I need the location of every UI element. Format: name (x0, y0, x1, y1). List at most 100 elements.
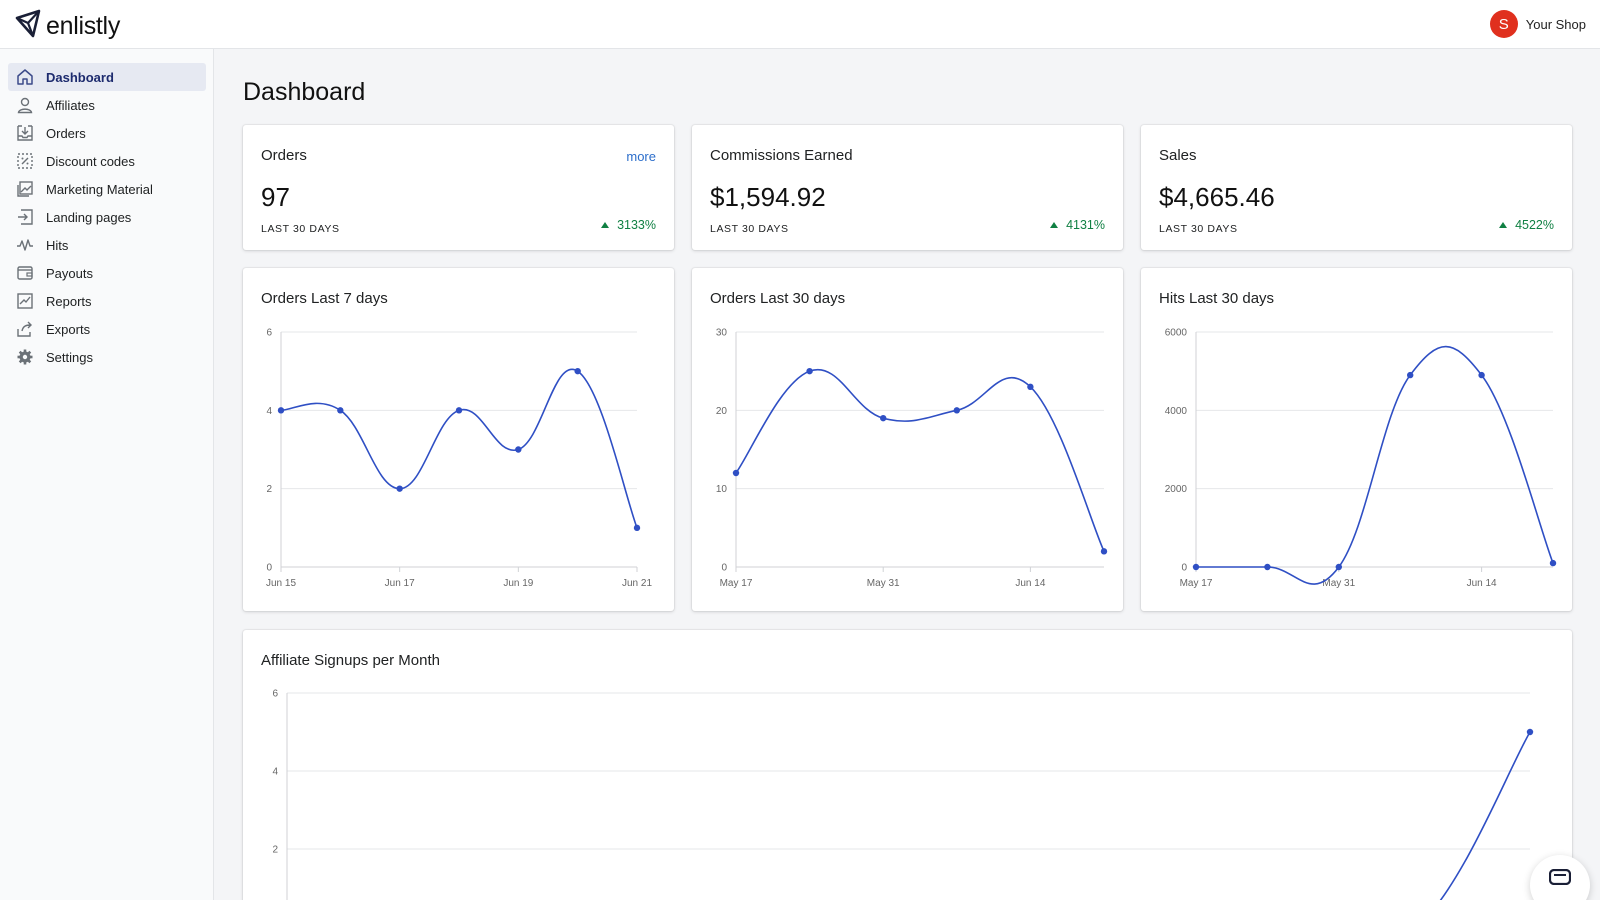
page-title: Dashboard (243, 78, 366, 106)
y-tick-label: 6 (266, 328, 272, 339)
sidebar-item-orders[interactable]: Orders (8, 119, 206, 147)
x-tick-label: Jun 17 (385, 578, 415, 589)
sales-stat-card: Sales $4,665.46 LAST 30 DAYS 4522% (1141, 125, 1572, 250)
sidebar-item-payouts[interactable]: Payouts (8, 259, 206, 287)
sidebar-item-marketing-material[interactable]: Marketing Material (8, 175, 206, 203)
image-icon (15, 179, 35, 199)
x-tick-label: May 17 (1180, 578, 1213, 589)
stat-period: LAST 30 DAYS (261, 223, 340, 235)
sidebar-item-label: Landing pages (46, 209, 132, 225)
commissions-stat-card: Commissions Earned $1,594.92 LAST 30 DAY… (692, 125, 1123, 250)
stat-value: $4,665.46 (1159, 182, 1275, 212)
card-title: Commissions Earned (710, 147, 853, 164)
sidebar-item-label: Exports (46, 321, 91, 337)
data-point[interactable] (337, 407, 344, 414)
y-tick-label: 0 (266, 563, 272, 574)
data-point[interactable] (880, 414, 887, 422)
sidebar-item-landing-pages[interactable]: Landing pages (8, 203, 206, 231)
chart-title: Hits Last 30 days (1159, 290, 1275, 307)
stat-change: 4131% (1050, 218, 1105, 232)
chat-button[interactable] (1530, 855, 1590, 900)
y-tick-label: 20 (716, 406, 728, 417)
card-title: Sales (1159, 147, 1197, 164)
sidebar-item-affiliates[interactable]: Affiliates (8, 91, 206, 119)
chart-title: Orders Last 7 days (261, 290, 388, 307)
x-tick-label: May 17 (720, 578, 753, 589)
top-bar: enlistly S Your Shop (0, 0, 1600, 49)
more-link[interactable]: more (626, 149, 656, 164)
y-tick-label: 30 (716, 328, 728, 339)
logo-icon (14, 9, 42, 44)
trend-up-icon (601, 222, 610, 228)
logo-text: enlistly (46, 12, 121, 40)
hits-30-days-card: Hits Last 30 days 0 2000 4000 6000 May 17 May… (1141, 268, 1572, 611)
x-tick-label: Jun 21 (622, 578, 652, 589)
data-point[interactable] (953, 407, 960, 414)
chart-title: Affiliate Signups per Month (261, 652, 440, 669)
activity-icon (15, 235, 35, 255)
x-tick-label: May 31 (867, 578, 900, 589)
stat-value: 97 (261, 182, 290, 212)
hits-30-days-chart: 0 2000 4000 6000 May 17 May 31 Jun 14 (1165, 328, 1557, 589)
y-tick-label: 2000 (1165, 484, 1188, 495)
stat-change: 3133% (601, 218, 656, 232)
series-line (1196, 345, 1554, 585)
x-tick-label: Jun 14 (1015, 578, 1045, 589)
affiliate-signups-card: Affiliate Signups per Month 2 4 6 (243, 630, 1572, 900)
series-line (735, 368, 1105, 552)
data-point[interactable] (1549, 559, 1557, 567)
card-title: Orders (261, 147, 307, 164)
wallet-icon (15, 263, 35, 283)
user-icon (15, 95, 35, 115)
data-point[interactable] (515, 446, 522, 453)
sidebar-item-reports[interactable]: Reports (8, 287, 206, 315)
sidebar-item-dashboard[interactable]: Dashboard (8, 63, 206, 91)
stat-change-value: 3133% (617, 218, 656, 232)
x-tick-label: Jun 15 (266, 578, 296, 589)
series-line (1439, 731, 1531, 900)
sidebar-item-discount-codes[interactable]: Discount codes (8, 147, 206, 175)
sidebar: Dashboard Affiliates Orders Discount cod… (0, 49, 214, 900)
y-tick-label: 6 (272, 689, 278, 700)
avatar: S (1489, 10, 1518, 38)
home-icon (15, 67, 35, 87)
orders-stat-card: Orders more 97 LAST 30 DAYS 3133% (243, 125, 674, 250)
data-point[interactable] (1027, 383, 1034, 391)
y-tick-label: 6000 (1165, 328, 1188, 339)
data-point[interactable] (1407, 371, 1414, 379)
sidebar-item-label: Hits (46, 237, 69, 253)
stat-change-value: 4522% (1515, 218, 1554, 232)
sidebar-item-settings[interactable]: Settings (8, 343, 206, 371)
data-point[interactable] (455, 407, 463, 414)
data-point[interactable] (574, 367, 581, 375)
data-point[interactable] (396, 485, 403, 492)
data-point[interactable] (633, 524, 641, 532)
data-point[interactable] (732, 469, 740, 477)
sidebar-item-exports[interactable]: Exports (8, 315, 206, 343)
sidebar-item-label: Reports (46, 293, 92, 309)
sidebar-item-label: Affiliates (46, 97, 95, 113)
sidebar-item-label: Orders (46, 125, 86, 141)
data-point[interactable] (1192, 563, 1200, 571)
y-tick-label: 4000 (1165, 406, 1188, 417)
shop-menu[interactable]: S Your Shop (1489, 10, 1586, 38)
chart-title: Orders Last 30 days (710, 290, 846, 307)
sidebar-item-label: Settings (46, 349, 93, 365)
orders-30-days-chart: 0 10 20 30 May 17 May 31 Jun 14 (716, 328, 1108, 589)
y-tick-label: 2 (266, 484, 272, 495)
shop-name: Your Shop (1525, 16, 1586, 32)
data-point[interactable] (806, 367, 813, 375)
y-tick-label: 2 (272, 845, 278, 856)
sidebar-item-hits[interactable]: Hits (8, 231, 206, 259)
logo[interactable]: enlistly (14, 9, 120, 44)
stat-value: $1,594.92 (710, 182, 826, 212)
data-point[interactable] (1100, 548, 1108, 555)
data-point[interactable] (1526, 728, 1534, 736)
data-point[interactable] (277, 407, 285, 414)
series-line (280, 368, 638, 529)
data-point[interactable] (1478, 371, 1485, 379)
affiliate-signups-chart: 2 4 6 (272, 689, 1534, 900)
export-icon (15, 319, 35, 339)
data-point[interactable] (1335, 563, 1342, 571)
data-point[interactable] (1264, 563, 1271, 571)
